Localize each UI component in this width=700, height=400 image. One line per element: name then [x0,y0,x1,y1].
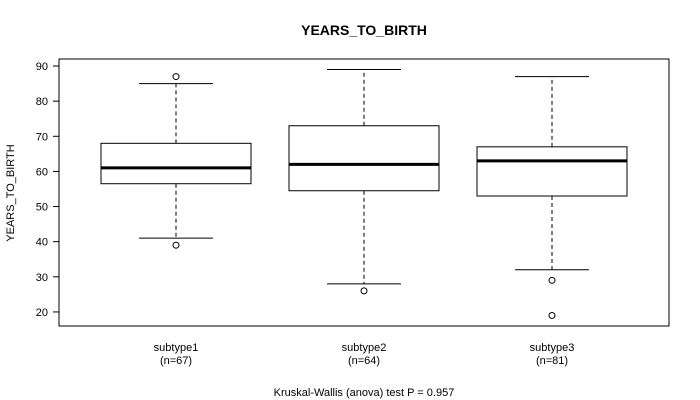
y-tick-label-60: 60 [36,166,48,178]
subtype3-outlier-1 [548,311,556,319]
y-tick-label-40: 40 [36,237,48,249]
y-tick-label-30: 30 [36,272,48,284]
footer-test-result: Kruskal-Wallis (anova) test P = 0.957 [274,387,455,399]
x-label-subtype3: subtype3 [530,342,575,354]
subtype2-outlier-0 [360,287,368,295]
chart-title: YEARS_TO_BIRTH [301,22,427,38]
subtype1-outlier-0 [172,241,180,249]
subtype1-iqr-box [100,142,252,185]
subtype1-outlier-1 [172,73,180,81]
plot-frame [58,58,670,327]
x-axis-labels: subtype1(n=67) subtype2(n=64) subtype3(n=8… [154,342,575,367]
y-axis-label: YEARS_TO_BIRTH [5,144,17,241]
boxes [100,69,628,319]
subtype2-iqr-box [288,125,440,192]
y-axis: 20 30 40 50 60 70 80 90 [36,61,59,319]
box-subtype2 [288,69,440,295]
x-count-subtype1: (n=67) [160,355,192,367]
y-tick-label-50: 50 [36,202,48,214]
subtype3-iqr-box [476,146,628,197]
y-tick-label-20: 20 [36,307,48,319]
box-subtype1 [100,73,252,249]
y-tick-label-80: 80 [36,96,48,108]
box-subtype3 [476,76,628,319]
x-label-subtype1: subtype1 [154,342,199,354]
x-count-subtype2: (n=64) [348,355,380,367]
x-label-subtype2: subtype2 [342,342,387,354]
y-tick-label-70: 70 [36,131,48,143]
subtype3-outlier-0 [548,276,556,284]
y-tick-label-90: 90 [36,61,48,73]
x-count-subtype3: (n=81) [536,355,568,367]
